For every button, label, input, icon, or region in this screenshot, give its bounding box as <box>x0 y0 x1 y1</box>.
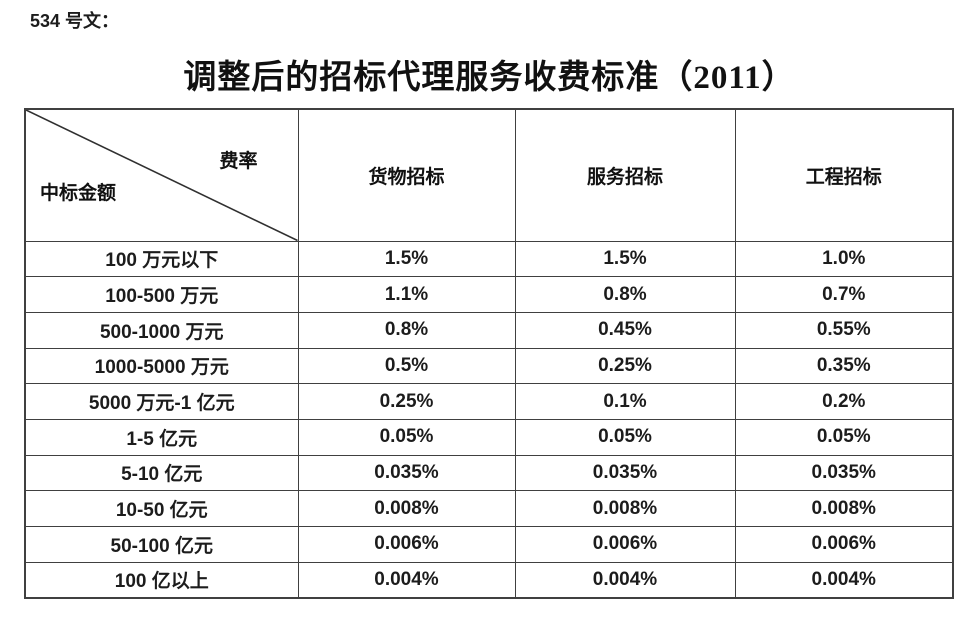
fee-value: 0.05% <box>514 418 736 456</box>
table-row: 100-500 万元 1.1% 0.8% 0.7% <box>24 276 954 313</box>
column-header-service-tender: 服务招标 <box>514 108 736 242</box>
fee-value: 0.7% <box>734 276 954 313</box>
fee-value: 0.8% <box>514 276 736 313</box>
fee-value: 0.008% <box>297 490 516 527</box>
fee-value: 0.2% <box>734 383 954 420</box>
tier-label: 1000-5000 万元 <box>24 347 299 385</box>
table-row: 5000 万元-1 亿元 0.25% 0.1% 0.2% <box>24 383 954 420</box>
tier-label: 500-1000 万元 <box>24 311 299 349</box>
fee-value: 0.004% <box>297 561 516 599</box>
fee-value: 0.008% <box>514 490 736 527</box>
fee-value: 0.006% <box>297 526 516 563</box>
fee-value: 0.25% <box>514 347 736 385</box>
corner-label-bid-amount: 中标金额 <box>40 182 117 204</box>
fee-value: 0.035% <box>514 454 736 492</box>
fee-value: 1.1% <box>297 276 516 313</box>
fee-value: 0.006% <box>734 526 954 563</box>
corner-header-cell: 费率 中标金额 <box>24 108 299 242</box>
fee-value: 0.45% <box>514 311 736 349</box>
fee-value: 0.004% <box>734 561 954 599</box>
table-row: 100 亿以上 0.004% 0.004% 0.004% <box>24 561 954 599</box>
tier-label: 5-10 亿元 <box>24 454 299 492</box>
column-header-goods-tender: 货物招标 <box>297 108 516 242</box>
tier-label: 50-100 亿元 <box>24 526 299 563</box>
fee-value: 1.5% <box>514 240 736 278</box>
tier-label: 100 亿以上 <box>24 561 299 599</box>
fee-value: 1.0% <box>734 240 954 278</box>
table-header-row: 费率 中标金额 货物招标 服务招标 工程招标 <box>24 108 954 242</box>
fee-value: 0.25% <box>297 383 516 420</box>
table-row: 50-100 亿元 0.006% 0.006% 0.006% <box>24 526 954 563</box>
fee-value: 0.8% <box>297 311 516 349</box>
diagonal-divider-line <box>26 110 297 240</box>
tier-label: 100 万元以下 <box>24 240 299 278</box>
fee-value: 1.5% <box>297 240 516 278</box>
table-row: 500-1000 万元 0.8% 0.45% 0.55% <box>24 311 954 349</box>
tier-label: 10-50 亿元 <box>24 490 299 527</box>
fee-value: 0.05% <box>734 418 954 456</box>
fee-value: 0.008% <box>734 490 954 527</box>
page-title: 调整后的招标代理服务收费标准（2011） <box>183 60 796 96</box>
fee-value: 0.035% <box>297 454 516 492</box>
tier-label: 1-5 亿元 <box>24 418 299 456</box>
fee-value: 0.035% <box>734 454 954 492</box>
table-row: 10-50 亿元 0.008% 0.008% 0.008% <box>24 490 954 527</box>
fee-value: 0.1% <box>514 383 736 420</box>
fee-value: 0.006% <box>514 526 736 563</box>
tier-label: 100-500 万元 <box>24 276 299 313</box>
table-row: 5-10 亿元 0.035% 0.035% 0.035% <box>24 454 954 492</box>
table-row: 100 万元以下 1.5% 1.5% 1.0% <box>24 240 954 278</box>
table-row: 1000-5000 万元 0.5% 0.25% 0.35% <box>24 347 954 385</box>
column-header-engineering-tender: 工程招标 <box>734 108 954 242</box>
fee-rate-table: 费率 中标金额 货物招标 服务招标 工程招标 100 万元以下 1.5% 1.5… <box>24 108 954 599</box>
corner-label-fee-rate: 费率 <box>219 151 258 172</box>
fee-value: 0.05% <box>297 418 516 456</box>
fee-value: 0.004% <box>514 561 736 599</box>
doc-number-label: 534 号文： <box>30 11 120 31</box>
table-row: 1-5 亿元 0.05% 0.05% 0.05% <box>24 418 954 456</box>
fee-value: 0.55% <box>734 311 954 349</box>
tier-label: 5000 万元-1 亿元 <box>24 383 299 420</box>
fee-value: 0.35% <box>734 347 954 385</box>
fee-value: 0.5% <box>297 347 516 385</box>
